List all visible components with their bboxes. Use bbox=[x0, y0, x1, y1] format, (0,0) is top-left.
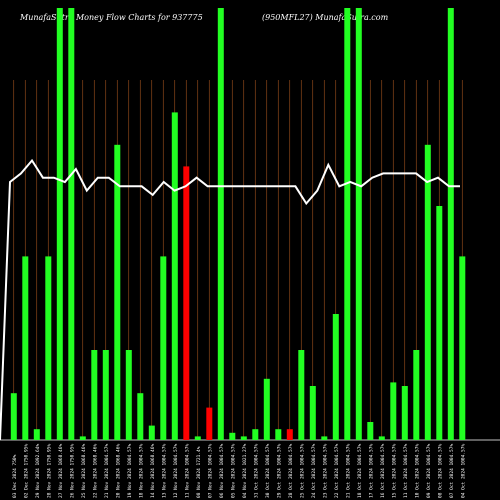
x-tick-label: 12 Nov 2024 1004.57% bbox=[173, 444, 179, 498]
bar bbox=[56, 8, 63, 440]
bar bbox=[125, 350, 132, 440]
x-tick-label: 07 Nov 2024 1004.57% bbox=[207, 444, 213, 498]
price-line bbox=[0, 158, 460, 441]
x-tick-label: 30 Oct 2024 1004.57% bbox=[265, 444, 271, 498]
bar bbox=[114, 144, 121, 441]
bar bbox=[22, 256, 29, 440]
bar bbox=[148, 425, 155, 440]
bar bbox=[240, 436, 247, 440]
x-tick-label: 27 Nov 2024 1068.46% bbox=[58, 444, 64, 498]
bar bbox=[79, 436, 86, 440]
x-tick-label: 24 Oct 2024 1004.57% bbox=[311, 444, 317, 498]
bar bbox=[298, 350, 305, 440]
x-tick-label: 20 Nov 2024 1068.46% bbox=[115, 444, 121, 498]
bar bbox=[321, 436, 328, 440]
bar bbox=[286, 429, 293, 440]
x-tick-label: 14 Nov 2024 1068.46% bbox=[150, 444, 156, 498]
x-tick-label: 06 Nov 2024 1004.57% bbox=[219, 444, 225, 498]
x-tick-label: 11 Oct 2024 1004.57% bbox=[403, 444, 409, 498]
x-tick-label: 29 Nov 2024 1092.64% bbox=[35, 444, 41, 498]
bar bbox=[171, 112, 178, 441]
x-tick-label: 23 Oct 2024 1004.57% bbox=[322, 444, 328, 498]
x-tick-label: 16 Oct 2024 1004.57% bbox=[380, 444, 386, 498]
x-tick-label: 05 Nov 2024 1004.57% bbox=[230, 444, 236, 498]
x-tick-label: 09 Oct 2024 1004.57% bbox=[426, 444, 432, 498]
bar bbox=[275, 429, 282, 440]
bar bbox=[137, 393, 144, 440]
x-tick-label: 02 Dec 2024 1750.95% bbox=[23, 444, 29, 498]
x-tick-label: 21 Oct 2024 1004.57% bbox=[345, 444, 351, 498]
bar bbox=[10, 393, 17, 440]
x-tick-label: 13 Nov 2024 1004.57% bbox=[161, 444, 167, 498]
bar bbox=[45, 256, 52, 440]
x-tick-label: 26 Nov 2024 1750.95% bbox=[69, 444, 75, 498]
x-tick-label: 28 Oct 2024 1004.57% bbox=[288, 444, 294, 498]
bar bbox=[206, 407, 213, 440]
x-tick-label: 22 Nov 2024 1068.46% bbox=[92, 444, 98, 498]
x-tick-label: 17 Oct 2024 1004.57% bbox=[368, 444, 374, 498]
bar bbox=[390, 382, 397, 440]
bar bbox=[68, 8, 75, 440]
bar bbox=[229, 432, 236, 440]
bar bbox=[217, 8, 224, 440]
x-tick-label: 08 Nov 2024 1721.4% bbox=[196, 446, 202, 498]
bar bbox=[102, 350, 109, 440]
bar bbox=[183, 166, 190, 440]
x-tick-label: 18 Oct 2024 1004.57% bbox=[357, 444, 363, 498]
x-tick-label: 08 Oct 2024 1004.57% bbox=[437, 444, 443, 498]
bar bbox=[413, 350, 420, 440]
x-tick-label: 15 Oct 2024 1004.57% bbox=[391, 444, 397, 498]
bar bbox=[160, 256, 167, 440]
bar bbox=[459, 256, 466, 440]
bar bbox=[401, 386, 408, 440]
x-tick-label: 03 Dec 2024 750% bbox=[12, 454, 18, 498]
x-tick-label: 07 Oct 2024 1004.57% bbox=[449, 444, 455, 498]
bar bbox=[378, 436, 385, 440]
bar bbox=[91, 350, 98, 440]
x-tick-label: 04 Oct 2024 1004.57% bbox=[460, 444, 466, 498]
x-tick-label: 25 Oct 2024 1004.57% bbox=[299, 444, 305, 498]
x-tick-label: 19 Nov 2024 1004.57% bbox=[127, 444, 133, 498]
bar bbox=[309, 386, 316, 440]
x-tick-label: 18 Nov 2024 1004.57% bbox=[138, 444, 144, 498]
x-tick-labels: 03 Dec 2024 750% 02 Dec 2024 1750.95% 29 N… bbox=[12, 444, 466, 498]
chart-title-right: (950MFL27) MunafaSutra.com bbox=[262, 13, 389, 22]
x-tick-label: 11 Nov 2024 1004.57% bbox=[184, 444, 190, 498]
bar bbox=[263, 378, 270, 440]
bar bbox=[367, 422, 374, 440]
bars bbox=[10, 8, 466, 441]
x-tick-label: 29 Oct 2024 1004.57% bbox=[276, 444, 282, 498]
x-tick-label: 10 Oct 2024 1004.57% bbox=[414, 444, 420, 498]
x-tick-label: 04 Nov 2024 1021.27% bbox=[242, 444, 248, 498]
chart-title: MunafaSutra Money Flow Charts for 937775 bbox=[20, 13, 203, 22]
bar bbox=[447, 8, 454, 440]
x-tick-label: 21 Nov 2024 1004.57% bbox=[104, 444, 110, 498]
x-tick-label: 22 Oct 2024 1004.57% bbox=[334, 444, 340, 498]
price-line-layer bbox=[0, 158, 460, 441]
x-tick-label: 25 Nov 2024 1068.46% bbox=[81, 444, 87, 498]
bar bbox=[355, 8, 362, 440]
bar bbox=[344, 8, 351, 440]
bar bbox=[332, 314, 339, 440]
x-tick-label: 31 Oct 2024 1004.57% bbox=[253, 444, 259, 498]
bar bbox=[424, 144, 431, 441]
bar bbox=[33, 429, 40, 440]
x-tick-label: 28 Nov 2024 1750.95% bbox=[46, 444, 52, 498]
bar bbox=[436, 206, 443, 440]
bar bbox=[252, 429, 259, 440]
bar bbox=[194, 436, 201, 440]
